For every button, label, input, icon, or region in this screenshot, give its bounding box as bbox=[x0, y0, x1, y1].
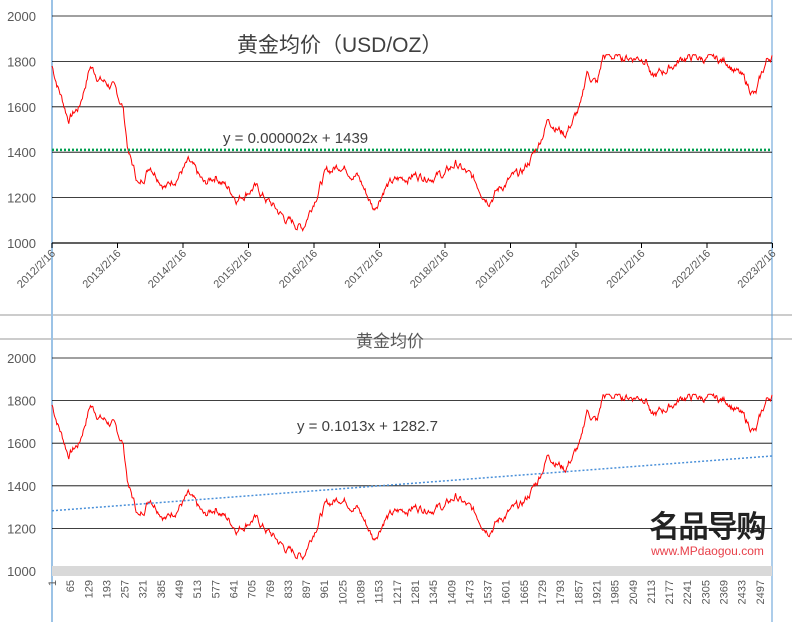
x-tick-label: 641 bbox=[228, 580, 240, 598]
watermark-url: www.MPdaogou.com bbox=[651, 544, 764, 558]
x-tick-label: 2018/2/16 bbox=[408, 248, 451, 291]
x-tick-label: 1729 bbox=[537, 580, 549, 604]
y-tick-label: 2000 bbox=[7, 351, 36, 366]
x-tick-label: 2014/2/16 bbox=[146, 248, 189, 291]
watermark-logo: 名品导购 bbox=[649, 511, 767, 544]
x-tick-label: 1217 bbox=[392, 580, 404, 604]
x-tick-label: 769 bbox=[265, 580, 277, 598]
x-tick-label: 1537 bbox=[483, 580, 495, 604]
trendline-equation: y = 0.000002x + 1439 bbox=[223, 130, 368, 147]
x-tick-label: 1025 bbox=[337, 580, 349, 604]
x-tick-label: 2241 bbox=[682, 580, 694, 604]
y-tick-label: 1800 bbox=[7, 54, 36, 69]
y-tick-label: 2000 bbox=[7, 9, 36, 24]
y-tick-label: 1600 bbox=[7, 436, 36, 451]
x-tick-label: 2022/2/16 bbox=[670, 248, 713, 291]
x-tick-label: 2019/2/16 bbox=[474, 248, 517, 291]
x-tick-label: 2020/2/16 bbox=[539, 248, 582, 291]
x-tick-label: 2433 bbox=[737, 580, 749, 604]
x-tick-label: 2049 bbox=[628, 580, 640, 604]
x-tick-label: 897 bbox=[301, 580, 313, 598]
trendline bbox=[51, 455, 773, 512]
x-tick-label: 385 bbox=[156, 580, 168, 598]
x-tick-label: 449 bbox=[174, 580, 186, 598]
x-tick-label: 1857 bbox=[573, 580, 585, 604]
y-tick-label: 1000 bbox=[7, 236, 36, 251]
x-tick-label: 257 bbox=[120, 580, 132, 598]
x-tick-label: 1665 bbox=[519, 580, 531, 604]
watermark: 名品导购 www.MPdaogou.com bbox=[640, 511, 775, 559]
x-tick-label: 1409 bbox=[446, 580, 458, 604]
x-tick-label: 961 bbox=[319, 580, 331, 598]
x-tick-label: 2017/2/16 bbox=[343, 248, 386, 291]
x-tick-label: 2015/2/16 bbox=[212, 248, 255, 291]
axis-band bbox=[52, 566, 772, 576]
y-tick-label: 1400 bbox=[7, 479, 36, 494]
chart-title: 黄金均价（USD/OZ） bbox=[237, 34, 442, 57]
x-tick-label: 193 bbox=[101, 580, 113, 598]
y-tick-label: 1200 bbox=[7, 191, 36, 206]
x-tick-label: 2497 bbox=[755, 580, 767, 604]
x-tick-label: 1 bbox=[47, 580, 59, 586]
x-tick-label: 321 bbox=[138, 580, 150, 598]
x-tick-label: 2305 bbox=[700, 580, 712, 604]
y-tick-label: 1600 bbox=[7, 100, 36, 115]
x-tick-label: 1793 bbox=[555, 580, 567, 604]
x-tick-label: 2016/2/16 bbox=[277, 248, 320, 291]
trendline-equation: y = 0.1013x + 1282.7 bbox=[297, 418, 438, 435]
x-tick-label: 1345 bbox=[428, 580, 440, 604]
x-tick-label: 65 bbox=[65, 580, 77, 592]
x-tick-label: 1153 bbox=[374, 580, 386, 604]
chart-title: 黄金均价 bbox=[356, 332, 424, 351]
price-series-line bbox=[51, 392, 773, 561]
x-tick-label: 833 bbox=[283, 580, 295, 598]
y-tick-label: 1200 bbox=[7, 521, 36, 536]
price-series-line bbox=[51, 53, 773, 233]
x-tick-label: 513 bbox=[192, 580, 204, 598]
x-tick-label: 577 bbox=[210, 580, 222, 598]
x-tick-label: 1281 bbox=[410, 580, 422, 604]
x-tick-label: 2113 bbox=[646, 580, 658, 604]
x-tick-label: 1089 bbox=[356, 580, 368, 604]
x-tick-label: 2021/2/16 bbox=[605, 248, 648, 291]
x-tick-label: 2177 bbox=[664, 580, 676, 604]
y-tick-label: 1400 bbox=[7, 145, 36, 160]
x-tick-label: 2369 bbox=[719, 580, 731, 604]
x-tick-label: 129 bbox=[83, 580, 95, 598]
x-tick-label: 1985 bbox=[610, 580, 622, 604]
y-tick-label: 1800 bbox=[7, 394, 36, 409]
x-tick-label: 1601 bbox=[501, 580, 513, 604]
x-tick-label: 705 bbox=[247, 580, 259, 598]
x-tick-label: 1921 bbox=[591, 580, 603, 604]
x-tick-label: 1473 bbox=[464, 580, 476, 604]
x-tick-label: 2013/2/16 bbox=[81, 248, 124, 291]
y-tick-label: 1000 bbox=[7, 564, 36, 579]
